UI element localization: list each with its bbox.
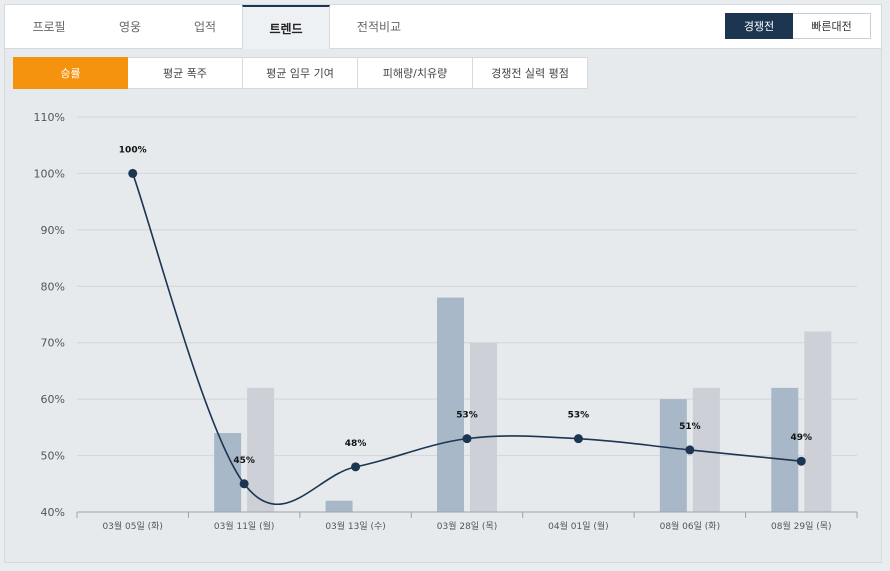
- tab-compare[interactable]: 전적비교: [356, 20, 402, 34]
- data-label: 53%: [568, 411, 590, 421]
- data-label: 53%: [456, 411, 478, 421]
- y-tick-label: 70%: [41, 337, 65, 350]
- bar[interactable]: [659, 399, 687, 512]
- metric-tabs: 승률 평균 폭주 평균 임무 기여 피해량/치유량 경쟁전 실력 평점: [13, 57, 588, 89]
- tab-profile[interactable]: 프로필: [32, 20, 66, 34]
- bar[interactable]: [470, 342, 497, 512]
- x-tick-label: 03월 05일 (화): [102, 520, 163, 532]
- winrate-line-path: [131, 173, 802, 506]
- y-tick-label: 60%: [41, 393, 65, 406]
- bar[interactable]: [437, 297, 464, 512]
- data-label: 51%: [679, 422, 701, 432]
- bar[interactable]: [804, 331, 832, 512]
- quickplay-button[interactable]: 빠른대전: [793, 13, 871, 39]
- y-tick-label: 100%: [34, 167, 65, 180]
- x-axis: 03월 05일 (화) 03월 11일 (월) 03월 13일 (수) 03월 28일…: [76, 511, 858, 532]
- metric-tab-damage-healing[interactable]: 피해량/치유량: [358, 57, 473, 89]
- data-point[interactable]: [573, 434, 583, 444]
- bar[interactable]: [771, 387, 799, 512]
- y-tick-label: 50%: [41, 450, 65, 463]
- bar[interactable]: [325, 500, 353, 512]
- trend-panel: 프로필 영웅 업적 트렌드 전적비교 경쟁전 빠른대전 승률 평균 폭주 평균 …: [4, 4, 882, 563]
- game-mode-toggle: 경쟁전 빠른대전: [725, 13, 871, 39]
- x-tick-label: 08월 29일 (목): [771, 520, 832, 532]
- winrate-line: 100% 45% 48% 53% 53% 51% 49%: [119, 145, 813, 506]
- bar-series: [214, 297, 832, 512]
- x-tick-label: 03월 28일 (목): [437, 520, 498, 532]
- data-point[interactable]: [128, 168, 138, 178]
- x-tick-label: 03월 13일 (수): [325, 520, 386, 532]
- tab-trend[interactable]: 트렌드: [242, 5, 330, 49]
- data-point[interactable]: [239, 479, 249, 489]
- y-axis: 110% 100% 90% 80% 70% 60% 50% 40%: [34, 111, 65, 519]
- x-tick-label: 03월 11일 (월): [214, 520, 275, 532]
- y-tick-label: 80%: [41, 280, 65, 293]
- data-label: 100%: [119, 145, 147, 155]
- data-point[interactable]: [685, 445, 695, 455]
- y-tick-label: 90%: [41, 224, 65, 237]
- data-point[interactable]: [351, 462, 361, 472]
- y-tick-label: 40%: [41, 506, 65, 519]
- metric-tab-skill-rating[interactable]: 경쟁전 실력 평점: [473, 57, 588, 89]
- y-tick-label: 110%: [34, 111, 65, 124]
- data-label: 48%: [345, 439, 367, 449]
- tab-achievements[interactable]: 업적: [193, 20, 217, 34]
- x-tick-label: 04월 01일 (월): [548, 520, 609, 532]
- data-point[interactable]: [796, 456, 806, 466]
- top-navigation: 프로필 영웅 업적 트렌드 전적비교 경쟁전 빠른대전: [5, 5, 881, 49]
- data-label: 49%: [791, 433, 813, 443]
- tab-heroes[interactable]: 영웅: [118, 20, 142, 34]
- data-point[interactable]: [462, 434, 472, 444]
- bar[interactable]: [247, 387, 275, 512]
- x-tick-label: 08월 06일 (화): [660, 520, 721, 532]
- competitive-button[interactable]: 경쟁전: [725, 13, 793, 39]
- winrate-chart: 110% 100% 90% 80% 70% 60% 50% 40% 100% 45% 48% 53%…: [34, 111, 858, 532]
- metric-tab-avg-rampage[interactable]: 평균 폭주: [128, 57, 243, 89]
- metric-tab-avg-objective[interactable]: 평균 임무 기여: [243, 57, 358, 89]
- metric-tab-winrate[interactable]: 승률: [13, 57, 128, 89]
- chart-grid: [77, 116, 857, 513]
- data-label: 45%: [233, 456, 255, 466]
